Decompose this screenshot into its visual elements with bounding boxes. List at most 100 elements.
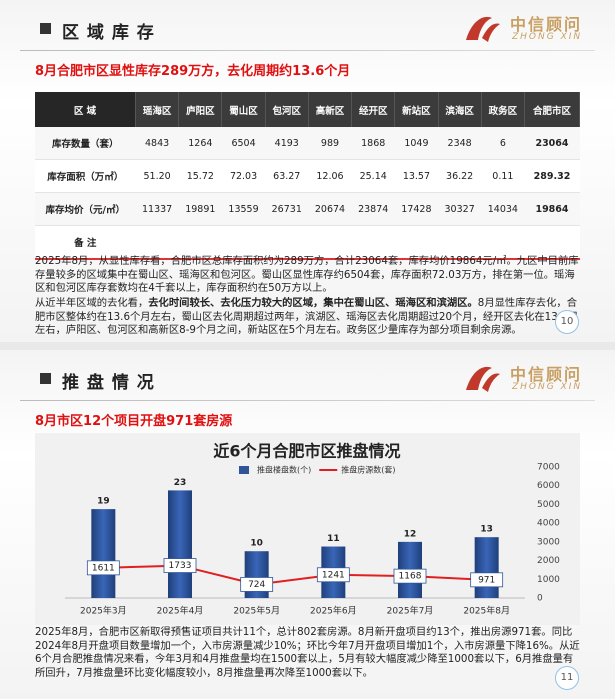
bar-label: 13 <box>480 525 493 535</box>
bar-label: 23 <box>174 478 187 488</box>
table-cell: 30327 <box>438 192 482 226</box>
table-cell: 4843 <box>135 127 179 160</box>
header-cell: 包河区 <box>265 92 309 127</box>
point-label: 1611 <box>92 563 115 573</box>
y2-tick-label: 6000 <box>537 481 560 491</box>
table-cell: 19864 <box>524 192 580 226</box>
table-row: 库存数量（套） 4843 1264 6504 4193 989 1868 1049 2348 6 2… <box>35 127 580 160</box>
slide: 区 域 库 存 中信顾问 ZHONG XIN 8月合肥市区显性库存289万方，去… <box>0 0 615 342</box>
logo-name: 中信顾问 <box>510 15 583 34</box>
bar-label: 19 <box>97 497 110 507</box>
point-label: 1733 <box>169 561 192 571</box>
text-run: 2025年8月，合肥市区新取得预售证项目共计11个，总计802套房源。8月新开盘… <box>35 626 580 679</box>
line <box>103 564 487 586</box>
page-number: 10 <box>555 310 579 334</box>
header-rule <box>20 400 595 401</box>
slide-title: 推 盘 情 况 <box>62 373 155 393</box>
header-cell: 滨海区 <box>438 92 482 127</box>
header-cell: 合肥市区 <box>524 92 581 127</box>
header-rule <box>20 50 595 51</box>
table-cell: 1049 <box>394 127 439 160</box>
table-cell: 989 <box>308 127 352 160</box>
logo-glyph <box>466 366 500 392</box>
header-cell: 高新区 <box>308 92 353 127</box>
table-cell: 6504 <box>221 127 266 160</box>
table-cell <box>221 225 266 260</box>
bar <box>168 490 192 598</box>
title-marker <box>40 23 51 34</box>
header-cell: 新站区 <box>394 92 439 127</box>
y2-tick-label: 4000 <box>537 519 560 529</box>
point-label-box <box>393 568 427 584</box>
table-cell <box>394 225 439 260</box>
y2-tick-label: 3000 <box>537 537 560 547</box>
paragraph: 从近半年区域的去化看，去化时间较长、去化压力较大的区域，集中在蜀山区、瑶海区和滨… <box>35 297 580 338</box>
header-cell: 庐阳区 <box>178 92 223 127</box>
slide: 推 盘 情 况 中信顾问 ZHONG XIN 8月市区12个项目开盘971套房源… <box>0 350 615 699</box>
table-cell: 72.03 <box>221 159 266 193</box>
table-cell: 1264 <box>178 127 222 160</box>
point-label-box <box>163 558 197 573</box>
text-run: 2025年8月，从显性库存看，合肥市区总库存面积约为289万方，合计23064套… <box>35 255 579 294</box>
table-cell <box>481 225 525 260</box>
table-cell: 17428 <box>394 192 439 226</box>
legend-swatch <box>239 466 249 474</box>
x-tick-label: 2025年6月 <box>310 605 357 617</box>
chart: 近6个月合肥市区推盘情况 0 1000 2000 3000 4000 5000 6000 70… <box>35 433 580 625</box>
bar <box>91 509 116 598</box>
point-label-box <box>86 560 120 576</box>
y2-tick-label: 7000 <box>537 463 560 473</box>
table-cell <box>308 225 352 260</box>
header-cell: 蜀山区 <box>221 92 266 127</box>
bar <box>474 537 499 598</box>
logo-pinyin: ZHONG XIN <box>512 32 583 42</box>
bar-label: 10 <box>250 539 263 549</box>
table-cell <box>265 225 309 260</box>
header-cell: 政务区 <box>481 92 525 127</box>
legend-label: 推盘房源数(套) <box>341 465 395 475</box>
table-cell: 23874 <box>351 192 395 226</box>
chart-title: 近6个月合肥市区推盘情况 <box>213 442 400 461</box>
title-marker <box>40 373 51 384</box>
table-cell: 11337 <box>135 192 179 226</box>
table-cell: 289.32 <box>524 159 580 193</box>
bar-label: 12 <box>404 529 417 539</box>
table-cell: 14034 <box>481 192 525 226</box>
logo-pinyin: ZHONG XIN <box>512 382 583 392</box>
table-cell <box>178 225 222 260</box>
table-cell: 2348 <box>438 127 482 160</box>
table-cell: 19891 <box>178 192 222 226</box>
bar-label: 11 <box>327 534 340 544</box>
x-tick-label: 2025年5月 <box>233 605 280 617</box>
point-label: 1168 <box>399 572 422 582</box>
point-label-box <box>470 572 504 588</box>
table-cell: 4193 <box>265 127 309 160</box>
y2-tick-label: 2000 <box>537 556 560 566</box>
table-cell: 63.27 <box>265 159 309 193</box>
x-tick-label: 2025年4月 <box>157 605 204 617</box>
table-cell: 12.06 <box>308 159 352 193</box>
table-cell: 23064 <box>524 127 580 160</box>
row-label: 库存均价（元/㎡） <box>35 192 136 226</box>
legend-label: 推盘楼盘数(个) <box>257 465 311 475</box>
row-label: 备 注 <box>35 225 136 260</box>
table-cell <box>438 225 482 260</box>
paragraph: 2025年8月，合肥市区新取得预售证项目共计11个，总计802套房源。8月新开盘… <box>35 626 580 680</box>
y2-tick-label: 1000 <box>537 575 560 585</box>
header-cell: 经开区 <box>351 92 396 127</box>
text-run: 从近半年区域的去化看， <box>35 297 149 309</box>
row-label: 库存数量（套） <box>35 127 136 160</box>
logo-name: 中信顾问 <box>510 365 583 384</box>
logo-glyph <box>466 16 500 42</box>
x-tick-label: 2025年3月 <box>80 605 127 617</box>
x-tick-label: 2025年7月 <box>387 605 434 617</box>
inventory-table: 区 域瑶海区 庐阳区 蜀山区 包河区 高新区 经开区 新站区 滨海区 政务区 合肥市区 库存数量（套… <box>35 92 581 260</box>
row-label: 库存面积（万㎡） <box>35 159 136 193</box>
text-run: 去化时间较长、去化压力较大的区域，集中在蜀山区、瑶海区和滨湖区。 <box>148 297 478 309</box>
point-label-box <box>240 577 274 592</box>
table-row: 库存均价（元/㎡） 11337 19891 13559 26731 20674 23874 1… <box>35 192 580 226</box>
table-cell <box>524 225 580 260</box>
slide-title: 区 域 库 存 <box>62 23 155 43</box>
table-row: 备 注 <box>35 225 580 260</box>
table-cell: 0.11 <box>481 159 525 193</box>
